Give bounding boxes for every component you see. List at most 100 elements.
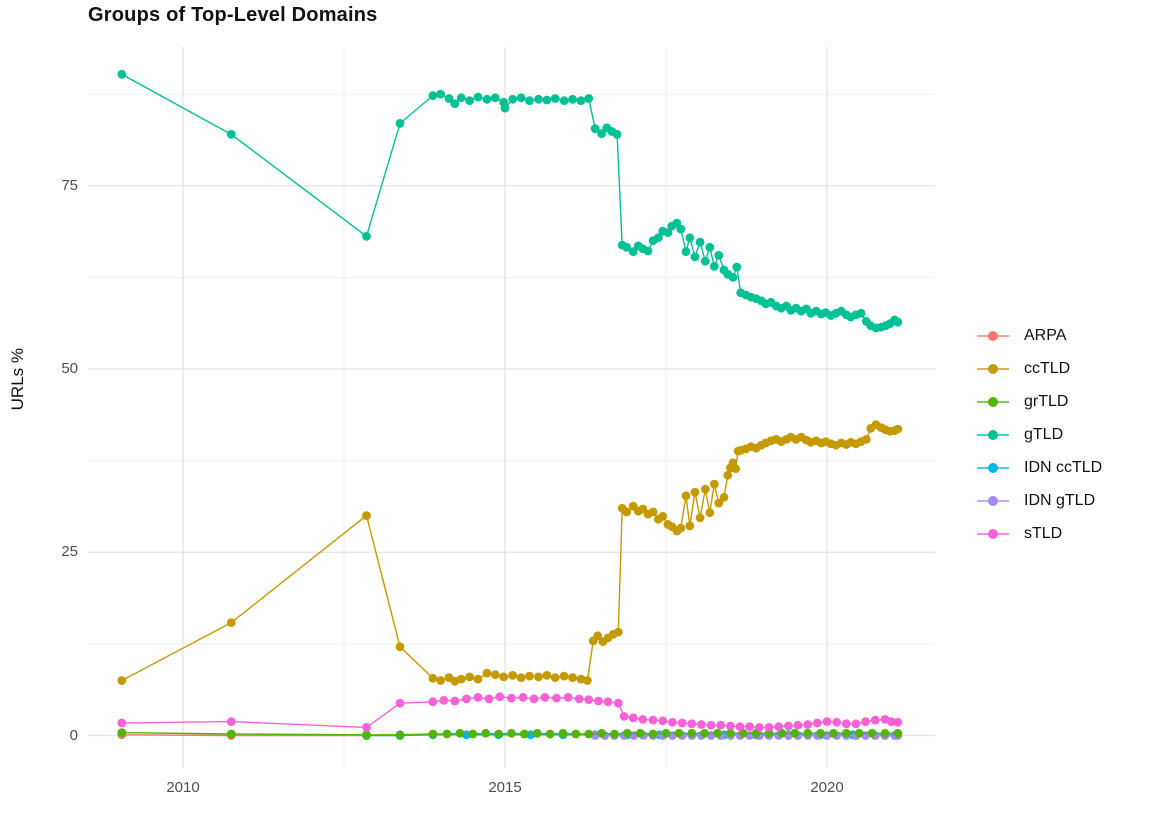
data-point [610, 729, 619, 739]
data-point [456, 93, 466, 103]
data-point [568, 94, 577, 104]
data-point [803, 728, 813, 738]
data-point [661, 728, 671, 738]
data-point [676, 224, 686, 234]
data-point [893, 424, 903, 434]
data-point [738, 728, 748, 738]
data-point [428, 91, 438, 100]
data-point [841, 728, 851, 738]
data-point [395, 698, 405, 708]
data-point [362, 231, 371, 241]
data-point [499, 672, 509, 682]
data-point [226, 130, 236, 139]
legend-label: gTLD [1024, 425, 1064, 443]
legend-key-icon [977, 396, 1009, 407]
data-point [473, 693, 483, 702]
data-point [550, 94, 560, 103]
data-point [713, 728, 722, 738]
data-point [597, 728, 606, 738]
data-point [395, 730, 405, 740]
data-point [829, 728, 838, 738]
data-point [542, 671, 552, 680]
data-point [622, 507, 632, 517]
data-point [550, 673, 560, 682]
data-point [395, 642, 405, 652]
data-point [648, 507, 658, 517]
data-point [465, 672, 474, 682]
data-point [117, 676, 127, 685]
data-point [705, 242, 715, 252]
data-point [793, 720, 803, 730]
data-point [468, 729, 478, 739]
data-point [653, 233, 663, 243]
data-point [559, 96, 569, 106]
series-line [121, 424, 899, 682]
data-point [709, 262, 719, 271]
gridlines [88, 47, 935, 768]
data-point [428, 697, 438, 707]
legend-key-icon [977, 495, 1009, 506]
data-point [558, 728, 568, 738]
data-point [436, 676, 445, 685]
data-point [490, 670, 500, 680]
y-axis-title: URLs % [8, 348, 27, 411]
data-point [716, 720, 726, 730]
data-point [465, 96, 474, 106]
data-point [456, 674, 466, 684]
data-point [719, 492, 729, 502]
data-point [854, 728, 864, 738]
data-point [622, 242, 632, 252]
data-point [695, 237, 705, 247]
legend-label: ccTLD [1024, 359, 1071, 377]
data-point [590, 124, 600, 133]
data-point [628, 247, 638, 257]
data-point [545, 729, 555, 739]
data-point [484, 694, 494, 704]
data-point [735, 722, 745, 732]
series-grTLD [117, 728, 903, 740]
data-point [529, 694, 539, 704]
data-point [612, 130, 622, 139]
data-point [490, 93, 500, 103]
data-point [117, 728, 127, 737]
data-point [893, 728, 903, 738]
data-point [648, 715, 658, 725]
data-point [574, 694, 584, 704]
data-point [784, 721, 793, 731]
legend-label: ARPA [1024, 326, 1067, 344]
data-point [516, 673, 526, 682]
data-point [861, 717, 870, 726]
legend-item-grTLD: grTLD [976, 385, 1102, 418]
data-point [635, 728, 645, 738]
data-point [226, 729, 236, 739]
data-point [395, 119, 405, 128]
data-point [648, 729, 658, 739]
data-point [638, 715, 648, 724]
data-point [700, 484, 710, 494]
data-point [893, 317, 903, 327]
data-point [695, 513, 705, 523]
data-point [832, 717, 842, 727]
legend-item-IDN-gTLD: IDN gTLD [976, 484, 1102, 517]
legend-item-sTLD: sTLD [976, 517, 1102, 550]
data-point [473, 92, 483, 102]
data-point [714, 251, 724, 260]
data-point [552, 693, 561, 703]
data-point [685, 233, 695, 243]
data-point [518, 693, 528, 702]
data-point [117, 718, 127, 728]
data-point [677, 718, 687, 728]
data-point [705, 508, 715, 518]
data-point [559, 671, 569, 681]
data-point [450, 696, 460, 706]
data-point [462, 694, 471, 704]
data-point [481, 728, 491, 738]
legend-key-icon [977, 429, 1009, 440]
y-tick-label: 0 [69, 726, 78, 744]
data-point [816, 728, 825, 738]
data-point [867, 728, 877, 738]
data-point [714, 498, 724, 508]
legend-label: IDN ccTLD [1024, 458, 1103, 476]
